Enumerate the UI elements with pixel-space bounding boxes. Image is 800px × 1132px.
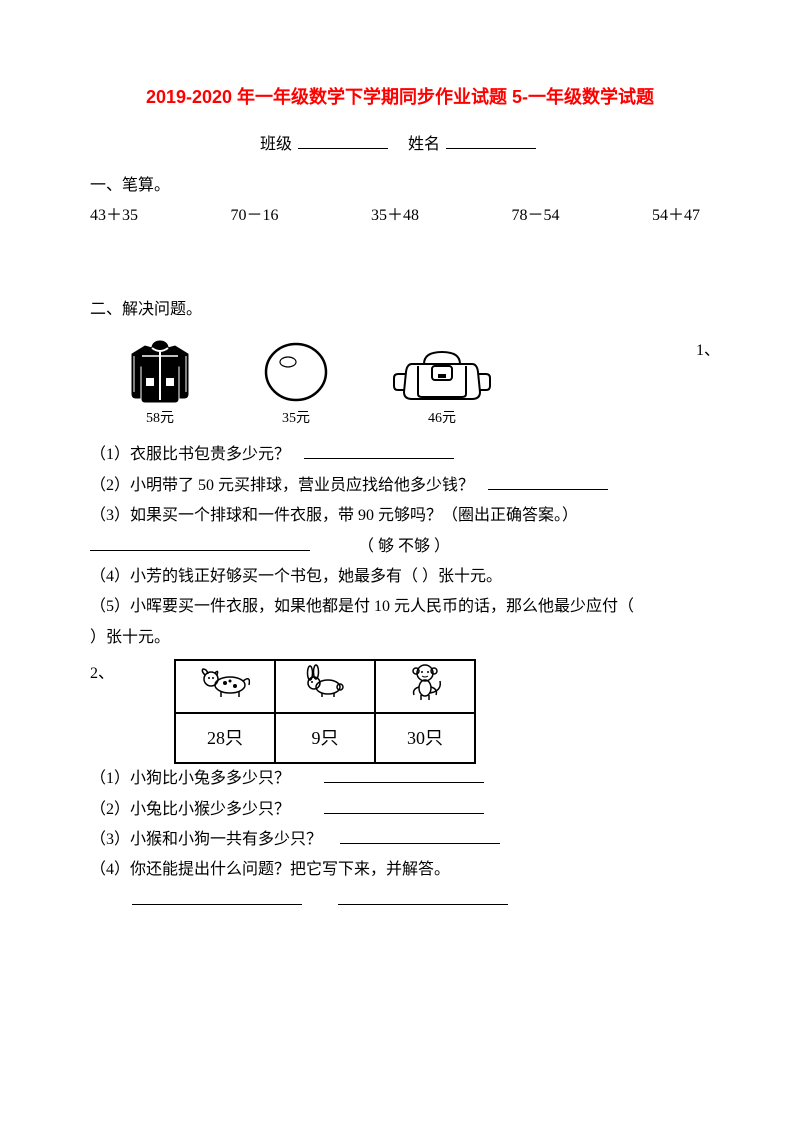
class-label: 班级	[260, 136, 292, 153]
monkey-count: 30只	[375, 713, 475, 763]
aq2-blank[interactable]	[324, 798, 484, 814]
calc-item: 78－54	[511, 201, 559, 231]
q3-underline: （ 够 不够 ）	[90, 532, 710, 562]
calc-item: 70－16	[230, 201, 278, 231]
rabbit-icon	[300, 663, 350, 699]
aq4-blank1[interactable]	[132, 889, 302, 905]
aq3-blank[interactable]	[340, 828, 500, 844]
section2-heading: 二、解决问题。	[90, 295, 710, 325]
bag-icon	[392, 344, 492, 406]
q1-text: （1）衣服比书包贵多少元？	[90, 446, 290, 463]
aq3-text: （3）小猴和小狗一共有多少只？	[90, 831, 322, 848]
aq1: （1）小狗比小兔多多少只？	[90, 764, 710, 794]
q5b: ）张十元。	[90, 623, 710, 653]
jacket-icon	[120, 336, 200, 406]
aq3: （3）小猴和小狗一共有多少只？	[90, 825, 710, 855]
aq1-text: （1）小狗比小兔多多少只？	[90, 770, 290, 787]
calc-item: 35＋48	[371, 201, 419, 231]
ball-icon	[260, 338, 332, 406]
q2-text: （2）小明带了 50 元买排球，营业员应找给他多少钱？	[90, 477, 474, 494]
product-ball: 35元	[260, 338, 332, 433]
ball-price: 35元	[282, 406, 310, 433]
dog-cell	[175, 660, 275, 713]
product-bag: 46元	[392, 344, 492, 433]
name-blank[interactable]	[446, 133, 536, 149]
rabbit-cell	[275, 660, 375, 713]
aq4-blank2[interactable]	[338, 889, 508, 905]
aq4: （4）你还能提出什么问题？把它写下来，并解答。	[90, 855, 710, 885]
q4: （4）小芳的钱正好够买一个书包，她最多有（ ）张十元。	[90, 562, 710, 592]
rabbit-count: 9只	[275, 713, 375, 763]
monkey-icon	[402, 661, 448, 701]
q3-choices[interactable]: （ 够 不够 ）	[358, 538, 450, 555]
monkey-cell	[375, 660, 475, 713]
aq1-blank[interactable]	[324, 767, 484, 783]
calc-item: 54＋47	[652, 201, 700, 231]
aq4-blanks	[130, 886, 710, 916]
problem1-marker: 1、	[696, 336, 720, 366]
q5a: （5）小晖要买一件衣服，如果他都是付 10 元人民币的话，那么他最少应付（	[90, 592, 710, 622]
dog-count: 28只	[175, 713, 275, 763]
calc-item: 43＋35	[90, 201, 138, 231]
section1-heading: 一、笔算。	[90, 171, 710, 201]
dog-icon	[195, 663, 255, 699]
q1-blank[interactable]	[304, 443, 454, 459]
q3a: （3）如果买一个排球和一件衣服，带 90 元够吗？（圈出正确答案。）	[90, 501, 710, 531]
q2: （2）小明带了 50 元买排球，营业员应找给他多少钱？	[90, 471, 710, 501]
q3-blank[interactable]	[90, 535, 310, 551]
aq2-text: （2）小兔比小猴少多少只？	[90, 801, 290, 818]
name-label: 姓名	[408, 136, 440, 153]
q1: （1）衣服比书包贵多少元？	[90, 440, 710, 470]
aq2: （2）小兔比小猴少多少只？	[90, 795, 710, 825]
class-blank[interactable]	[298, 133, 388, 149]
header-fields: 班级 姓名	[90, 130, 710, 160]
animals-table: 28只 9只 30只	[174, 659, 476, 764]
jacket-price: 58元	[146, 406, 174, 433]
product-jacket: 58元	[120, 336, 200, 433]
bag-price: 46元	[428, 406, 456, 433]
q2-blank[interactable]	[488, 474, 608, 490]
products-row: 58元 35元 46元 1、	[120, 336, 710, 433]
problem2-marker: 2、	[90, 659, 114, 689]
calc-row: 43＋35 70－16 35＋48 78－54 54＋47	[90, 201, 710, 231]
page-title: 2019-2020 年一年级数学下学期同步作业试题 5-一年级数学试题	[90, 80, 710, 114]
